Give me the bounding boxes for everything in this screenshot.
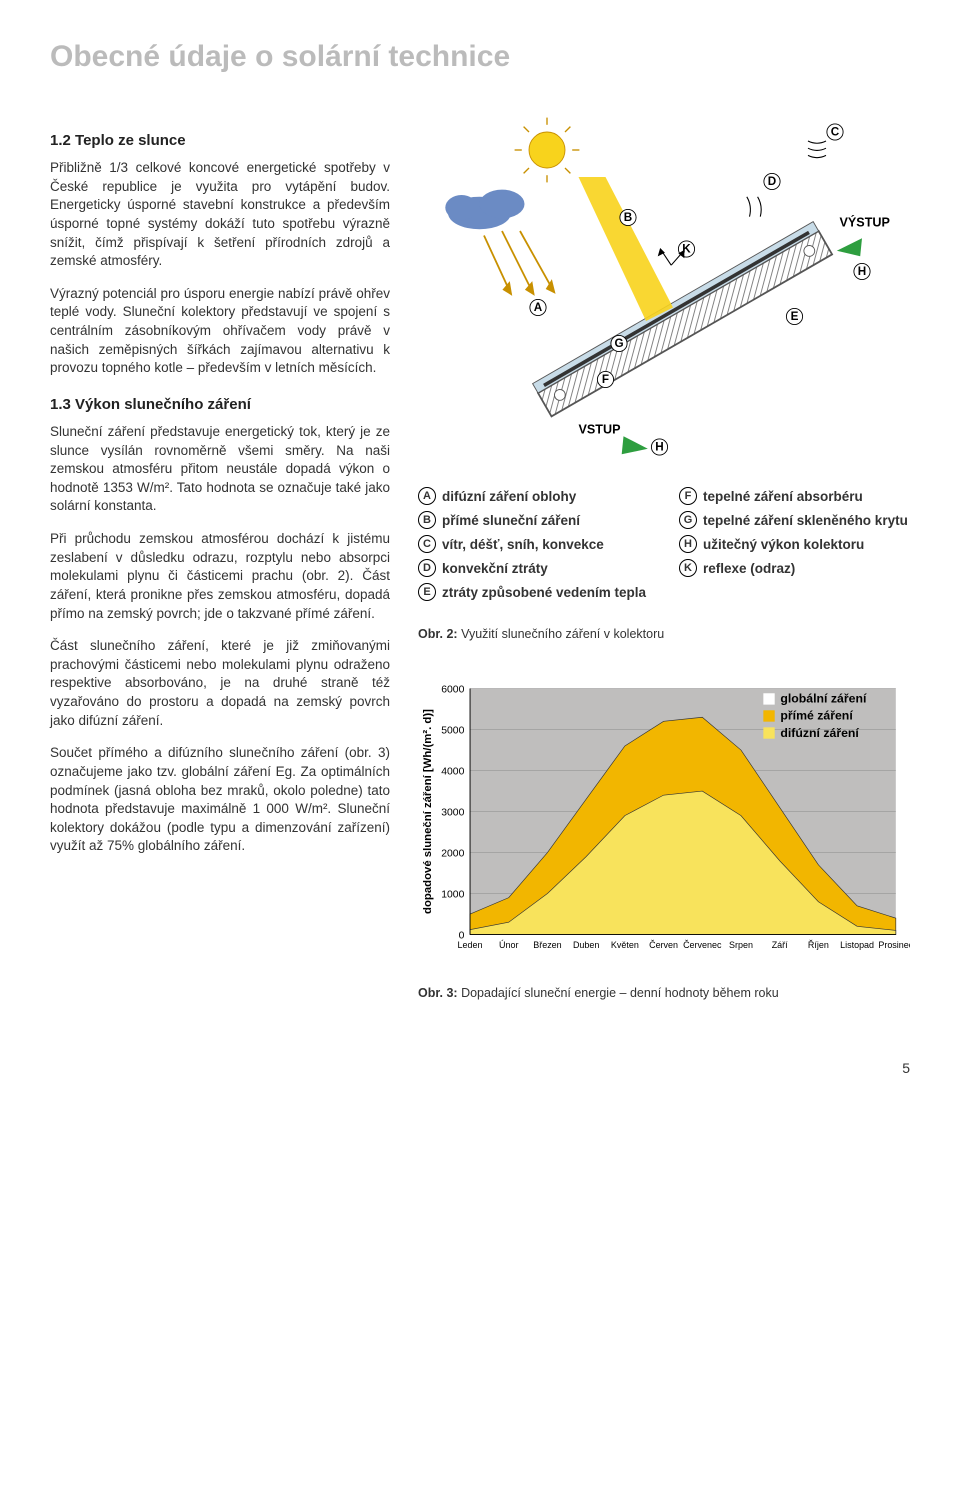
left-column: 1.2 Teplo ze slunce Přibližně 1/3 celkov… bbox=[50, 114, 390, 1030]
svg-text:F: F bbox=[602, 373, 609, 386]
legend-item: Cvítr, déšť, sníh, konvekce bbox=[418, 535, 649, 553]
label-A: A bbox=[530, 299, 546, 315]
label-H-bottom: H bbox=[651, 439, 667, 455]
paragraph-5a: Část slunečního záření, které je již zmi… bbox=[50, 637, 390, 730]
svg-text:Srpen: Srpen bbox=[729, 940, 753, 950]
svg-text:Květen: Květen bbox=[611, 940, 639, 950]
legend-item: Bpřímé sluneční záření bbox=[418, 511, 649, 529]
legend-item: Eztráty způsobené vedením tepla bbox=[418, 583, 649, 601]
page-title: Obecné údaje o solární technice bbox=[50, 40, 910, 74]
convection-arrows bbox=[747, 197, 761, 217]
svg-text:Březen: Březen bbox=[533, 940, 561, 950]
svg-text:D: D bbox=[768, 175, 776, 188]
label-C: C bbox=[827, 124, 843, 140]
svg-text:C: C bbox=[831, 126, 840, 139]
collector-diagram: A B C D E F G H H K bbox=[418, 114, 910, 474]
paragraph-1: Přibližně 1/3 celkové koncové energetick… bbox=[50, 159, 390, 271]
diffuse-arrows bbox=[484, 231, 554, 294]
legend-item: Kreflexe (odraz) bbox=[679, 559, 910, 577]
paragraph-4: Při průchodu zemskou atmosférou dochází … bbox=[50, 530, 390, 623]
svg-text:Říjen: Říjen bbox=[808, 940, 829, 950]
wind-icon bbox=[808, 141, 826, 158]
svg-text:Listopad: Listopad bbox=[840, 940, 874, 950]
svg-text:Červen: Červen bbox=[649, 940, 678, 950]
page-number: 5 bbox=[50, 1060, 910, 1076]
svg-text:přímé záření: přímé záření bbox=[780, 709, 853, 723]
paragraph-5b: Součet přímého a difúzního slunečního zá… bbox=[50, 744, 390, 856]
svg-text:4000: 4000 bbox=[441, 766, 464, 777]
svg-text:H: H bbox=[858, 265, 866, 278]
right-column: A B C D E F G H H K bbox=[418, 114, 910, 1030]
figure-2-caption: Obr. 2: Využití slunečního záření v kole… bbox=[418, 627, 910, 641]
svg-text:H: H bbox=[655, 441, 663, 454]
svg-text:Červenec: Červenec bbox=[683, 940, 722, 950]
svg-text:E: E bbox=[791, 310, 799, 323]
svg-text:Leden: Leden bbox=[458, 940, 483, 950]
label-G: G bbox=[611, 335, 627, 351]
svg-text:Únor: Únor bbox=[499, 940, 518, 950]
svg-text:Prosinec: Prosinec bbox=[878, 940, 910, 950]
svg-text:3000: 3000 bbox=[441, 807, 464, 818]
svg-text:Duben: Duben bbox=[573, 940, 599, 950]
legend-item: Dkonvekční ztráty bbox=[418, 559, 649, 577]
legend-item: Gtepelné záření skleněného krytu bbox=[679, 511, 910, 529]
label-B: B bbox=[620, 209, 636, 225]
svg-text:G: G bbox=[614, 337, 623, 350]
diagram-legend: Adifúzní záření oblohy Bpřímé sluneční zá… bbox=[418, 487, 910, 607]
svg-text:6000: 6000 bbox=[441, 684, 464, 695]
legend-item: Ftepelné záření absorbéru bbox=[679, 487, 910, 505]
svg-text:B: B bbox=[624, 211, 632, 224]
input-label: VSTUP bbox=[579, 423, 621, 437]
svg-text:dopadové sluneční záření [Wh/(: dopadové sluneční záření [Wh/(m². d)] bbox=[422, 709, 434, 914]
svg-text:Září: Září bbox=[772, 940, 788, 950]
svg-text:2000: 2000 bbox=[441, 848, 464, 859]
legend-item: Adifúzní záření oblohy bbox=[418, 487, 649, 505]
legend-item: Hužitečný výkon kolektoru bbox=[679, 535, 910, 553]
figure-3-caption: Obr. 3: Dopadající sluneční energie – de… bbox=[418, 986, 910, 1000]
paragraph-3: Sluneční záření představuje energetický … bbox=[50, 423, 390, 516]
svg-text:globální záření: globální záření bbox=[780, 692, 867, 706]
output-label: VÝSTUP bbox=[840, 215, 890, 230]
label-D: D bbox=[764, 173, 780, 189]
svg-text:1000: 1000 bbox=[441, 889, 464, 900]
label-H-top: H bbox=[854, 263, 870, 279]
label-F: F bbox=[597, 371, 613, 387]
section-1-3-heading: 1.3 Výkon slunečního záření bbox=[50, 396, 390, 413]
radiation-chart: 0100020003000400050006000LedenÚnorBřezen… bbox=[418, 671, 910, 971]
paragraph-2: Výrazný potenciál pro úsporu energie nab… bbox=[50, 285, 390, 378]
sun-icon bbox=[515, 118, 580, 183]
section-1-2-heading: 1.2 Teplo ze slunce bbox=[50, 132, 390, 149]
svg-text:difúzní záření: difúzní záření bbox=[780, 726, 859, 740]
svg-text:5000: 5000 bbox=[441, 725, 464, 736]
svg-text:A: A bbox=[534, 301, 543, 314]
label-E: E bbox=[786, 308, 802, 324]
cloud-icon bbox=[445, 190, 524, 230]
direct-beam bbox=[579, 177, 674, 321]
